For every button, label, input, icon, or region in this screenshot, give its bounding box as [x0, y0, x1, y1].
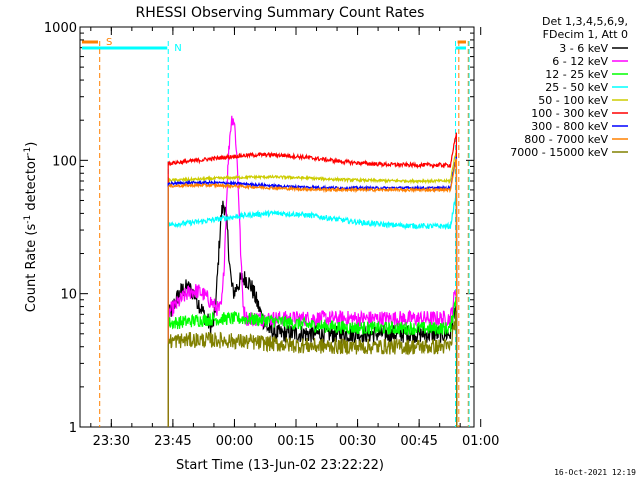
y-tick-label: 1000 [44, 21, 77, 36]
x-tick-label: 00:00 [216, 434, 253, 449]
x-tick-label: 01:00 [462, 434, 499, 449]
legend-entry-label: 100 - 300 keV [531, 107, 608, 120]
series-line [167, 115, 458, 428]
y-tick-label: 100 [52, 154, 77, 169]
series-line [167, 156, 458, 428]
y-axis-label: Count Rate (s-1 detector-1) [23, 142, 39, 313]
series-line [167, 149, 458, 428]
legend-entry-label: 800 - 7000 keV [524, 133, 608, 146]
x-axis: 23:30 23:45 00:00 00:15 00:30 00:45 01:00 [90, 27, 499, 449]
y-axis-label-sup2: -1 [23, 147, 33, 156]
plot-frame [79, 26, 475, 428]
legend-entry-label: 3 - 6 keV [559, 42, 608, 55]
legend: Det 1,3,4,5,6,9,FDecim 1, Att 03 - 6 keV… [510, 15, 628, 159]
series-line [167, 310, 458, 428]
legend-entry-label: 25 - 50 keV [545, 81, 608, 94]
y-axis-label-part1: Count Rate (s [24, 224, 39, 313]
x-tick-label: 00:15 [277, 434, 314, 449]
legend-entry-label: 300 - 800 keV [531, 120, 608, 133]
y-axis: 1 10 100 1000 [44, 21, 474, 436]
legend-header: Det 1,3,4,5,6,9, [542, 15, 628, 28]
night-flag-label: N [174, 43, 181, 54]
saa-flag-label: S [106, 37, 112, 48]
flag-bars: SN [82, 37, 470, 427]
x-tick-label: 00:45 [400, 434, 437, 449]
y-axis-label-part2: detector [24, 155, 39, 215]
series-line [167, 132, 458, 428]
x-tick-label: 23:45 [154, 434, 191, 449]
series-line [167, 194, 458, 428]
series-line [167, 158, 458, 428]
legend-entry-label: 12 - 25 keV [545, 68, 608, 81]
x-tick-label: 23:30 [93, 434, 130, 449]
timestamp: 16-Oct-2021 12:19 [554, 468, 636, 477]
x-axis-label: Start Time (13-Jun-02 23:22:22) [176, 458, 384, 473]
y-tick-label: 1 [69, 421, 77, 436]
series-lines [167, 115, 458, 428]
legend-entry-label: 50 - 100 keV [538, 94, 608, 107]
y-axis-label-sup1: -1 [23, 215, 33, 224]
series-line [167, 298, 458, 428]
legend-header: FDecim 1, Att 0 [543, 28, 628, 41]
y-axis-label-part3: ) [24, 142, 39, 147]
legend-entry-label: 6 - 12 keV [552, 55, 608, 68]
legend-entry-label: 7000 - 15000 keV [510, 146, 608, 159]
chart-title: RHESSI Observing Summary Count Rates [136, 5, 425, 21]
y-tick-label: 10 [60, 288, 77, 303]
x-tick-label: 00:30 [339, 434, 376, 449]
